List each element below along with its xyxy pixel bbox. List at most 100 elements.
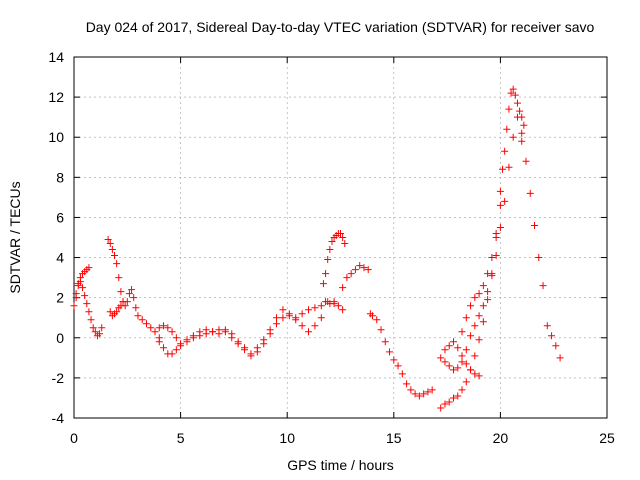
data-point — [234, 340, 242, 348]
data-points — [70, 85, 564, 412]
data-point — [328, 238, 336, 246]
data-point — [155, 324, 163, 332]
data-point — [339, 284, 347, 292]
data-point — [326, 246, 334, 254]
series-track-k — [437, 85, 528, 412]
series-track-l — [518, 129, 564, 362]
data-point — [377, 326, 385, 334]
data-point — [74, 282, 82, 290]
data-point — [215, 326, 223, 334]
data-point — [445, 398, 453, 406]
data-point — [343, 274, 351, 282]
data-point — [322, 298, 330, 306]
data-point — [449, 338, 457, 346]
data-point — [177, 342, 185, 350]
data-point — [520, 121, 528, 129]
data-point — [311, 322, 319, 330]
data-point — [347, 270, 355, 278]
data-point — [398, 370, 406, 378]
y-tick-label: 0 — [56, 330, 64, 346]
data-point — [253, 348, 261, 356]
data-point — [364, 266, 372, 274]
data-point — [117, 288, 125, 296]
data-point — [106, 308, 114, 316]
data-point — [273, 320, 281, 328]
data-point — [172, 334, 180, 342]
data-point — [475, 290, 483, 298]
data-point — [334, 302, 342, 310]
data-point — [247, 352, 255, 360]
data-point — [119, 298, 127, 306]
data-point — [411, 390, 419, 398]
data-point — [492, 229, 500, 237]
data-point — [511, 91, 519, 99]
data-point — [351, 266, 359, 274]
y-tick-label: 14 — [48, 49, 64, 65]
data-point — [496, 187, 504, 195]
data-point — [305, 306, 313, 314]
data-point — [420, 390, 428, 398]
data-point — [339, 306, 347, 314]
data-point — [228, 334, 236, 342]
data-point — [91, 328, 99, 336]
data-point — [499, 165, 507, 173]
data-point — [390, 356, 398, 364]
y-axis-title: SDTVAR / TECUs — [7, 181, 23, 293]
x-tick-label: 15 — [386, 430, 402, 446]
data-point — [513, 113, 521, 121]
data-point — [72, 294, 80, 302]
data-point — [168, 350, 176, 358]
y-axis: -4 -2 0 2 4 6 8 10 12 14 — [48, 49, 607, 426]
plot-frame — [73, 56, 608, 419]
data-point — [151, 328, 159, 336]
data-point — [531, 221, 539, 229]
y-tick-label: -4 — [52, 410, 65, 426]
data-point — [241, 346, 249, 354]
data-point — [488, 254, 496, 262]
data-point — [467, 332, 475, 340]
x-axis-title: GPS time / hours — [287, 457, 394, 473]
data-point — [556, 354, 564, 362]
data-point — [373, 316, 381, 324]
data-point — [449, 366, 457, 374]
data-point — [81, 292, 89, 300]
data-point — [441, 358, 449, 366]
data-point — [501, 197, 509, 205]
data-point — [356, 262, 364, 270]
data-point — [415, 392, 423, 400]
data-point — [462, 314, 470, 322]
data-point — [341, 240, 349, 248]
data-point — [509, 133, 517, 141]
data-point — [475, 312, 483, 320]
series-track-m — [441, 113, 526, 374]
data-point — [518, 129, 526, 137]
data-point — [454, 344, 462, 352]
x-tick-label: 10 — [279, 430, 295, 446]
data-point — [202, 330, 210, 338]
data-point — [111, 252, 119, 260]
data-point — [160, 322, 168, 330]
data-point — [403, 380, 411, 388]
data-point — [462, 378, 470, 386]
data-point — [467, 302, 475, 310]
data-point — [484, 296, 492, 304]
data-point — [115, 274, 123, 282]
data-point — [147, 324, 155, 332]
data-point — [196, 332, 204, 340]
data-point — [458, 358, 466, 366]
data-point — [484, 288, 492, 296]
data-point — [467, 366, 475, 374]
data-point — [298, 310, 306, 318]
data-point — [285, 312, 293, 320]
data-point — [539, 282, 547, 290]
data-point — [317, 302, 325, 310]
data-point — [437, 354, 445, 362]
data-point — [279, 314, 287, 322]
data-point — [437, 404, 445, 412]
series-track-g — [319, 229, 349, 288]
data-point — [155, 338, 163, 346]
data-point — [505, 163, 513, 171]
data-point — [381, 338, 389, 346]
series-track-n — [437, 338, 483, 380]
data-point — [172, 346, 180, 354]
